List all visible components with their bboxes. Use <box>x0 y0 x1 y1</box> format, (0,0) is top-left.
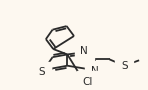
Text: N: N <box>91 66 99 76</box>
Text: N: N <box>81 46 88 56</box>
Text: Cl: Cl <box>82 77 92 87</box>
Text: S: S <box>39 67 45 77</box>
Text: S: S <box>121 61 128 71</box>
